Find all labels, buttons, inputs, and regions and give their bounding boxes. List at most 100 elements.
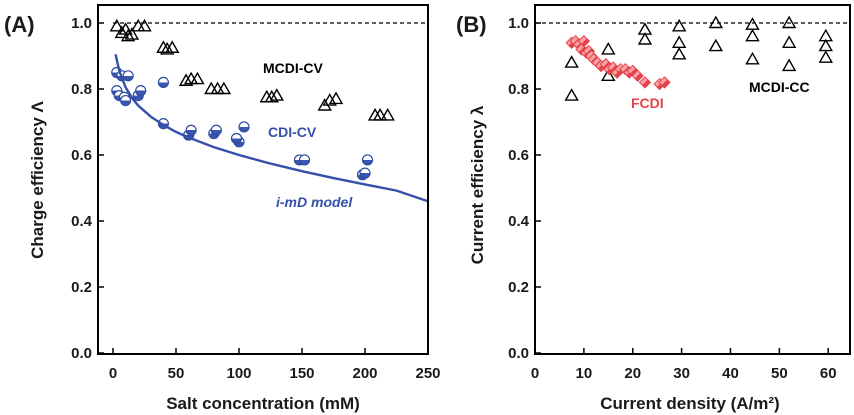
y-axis-title-a: Charge efficiency Λ [28,100,47,258]
point-fcdi [577,34,591,48]
ticks-b: 0 10 20 30 40 50 60 0.0 0.2 0.4 0.6 0.8 1.0 [508,15,836,382]
x-axis-title-b: Current density (A/m²) [600,394,779,413]
x-tick-label-b: 50 [771,365,788,382]
annotation-mcdi-cv: MCDI-CV [263,60,324,76]
x-axis-title-a: Salt concentration (mM) [166,394,360,413]
x-tick-label-a: 0 [109,365,117,382]
y-tick-label-a: 0.4 [71,213,93,230]
point-cdi-cv [157,76,169,89]
plot-frame-b [534,4,851,355]
x-tick-label-b: 0 [531,365,539,382]
annotation-mcdi-cc: MCDI-CC [749,79,810,95]
point-cdi-cv [359,167,371,179]
point-mcdi-cv [210,81,225,95]
point-mcdi-cc [745,51,760,65]
point-mcdi-cv [165,40,180,53]
annotation-fcdi: FCDI [631,95,664,111]
point-mcdi-cc [671,18,687,32]
point-fcdi [658,76,671,89]
point-mcdi-cv [372,107,388,121]
point-mcdi-cv [269,88,285,101]
panel-a: (A) 0 50 100 150 200 250 0.0 0.2 0.4 0.6 0.8 1.0 Sa… [4,4,441,413]
y-tick-label-b: 0.0 [508,345,529,362]
point-mcdi-cc [637,32,653,45]
point-fcdi [631,69,644,83]
panel-b: (B) 0 10 20 30 40 50 60 0.0 0.2 0.4 0.6 0.8 1.0 Curr… [456,4,851,413]
y-tick-label-b: 1.0 [508,15,529,32]
x-tick-label-a: 200 [352,365,377,382]
point-mcdi-cv [178,73,194,86]
y-tick-label-a: 0.2 [71,279,92,296]
point-mcdi-cv [190,71,205,85]
point-mcdi-cc [781,58,797,72]
y-tick-label-a: 1.0 [71,15,92,32]
point-cdi-cv [238,121,250,133]
panel-label-b: (B) [456,12,487,37]
point-cdi-cv [361,154,374,166]
point-mcdi-cc [671,46,687,60]
x-tick-label-b: 40 [722,365,739,382]
y-tick-label-b: 0.6 [508,147,529,164]
point-mcdi-cc [745,17,760,30]
y-axis-title-b: Current efficiency λ [468,105,487,264]
x-axis-title-b-text: Current density (A/m²) [600,394,779,413]
point-mcdi-cc [818,38,833,52]
series-line-i-md-model [114,54,429,203]
point-mcdi-cc [708,15,724,29]
series-b [564,15,833,101]
x-tick-label-b: 20 [624,365,641,382]
plot-frame-a [97,4,429,355]
point-mcdi-cc [564,55,579,68]
point-cdi-cv [185,124,197,136]
point-mcdi-cc [601,41,616,55]
point-cdi-cv [119,94,132,107]
point-mcdi-cv [216,81,232,95]
point-cdi-cv [230,132,243,145]
y-tick-label-b: 0.8 [508,81,529,98]
annotation-cdi-cv: CDI-CV [268,124,317,140]
point-cdi-cv [210,124,222,136]
x-tick-label-a: 50 [168,365,185,382]
point-mcdi-cv [159,41,175,55]
point-mcdi-cc [745,28,760,42]
point-mcdi-cv [264,89,279,103]
x-tick-label-a: 150 [289,365,314,382]
point-mcdi-cc [781,35,797,48]
point-mcdi-cc [708,38,724,52]
point-mcdi-cc [564,88,579,101]
point-mcdi-cv [328,91,344,105]
point-mcdi-cv [120,28,136,42]
ticks-a: 0 50 100 150 200 250 0.0 0.2 0.4 0.6 0.8 1.0 [71,15,440,382]
point-mcdi-cv [380,107,395,121]
y-tick-label-b: 0.4 [508,213,530,230]
x-tick-label-b: 10 [576,365,593,382]
point-mcdi-cv [156,40,171,53]
x-tick-label-a: 250 [415,365,440,382]
point-fcdi [638,76,652,89]
point-cdi-cv [298,154,311,166]
point-mcdi-cv [204,81,219,95]
point-mcdi-cv [124,27,140,40]
point-mcdi-cv [114,25,130,39]
point-mcdi-cc [818,50,833,63]
x-tick-label-a: 100 [226,365,251,382]
point-mcdi-cc [781,15,797,29]
x-tick-label-b: 60 [820,365,837,382]
point-mcdi-cv [130,18,146,32]
y-tick-label-a: 0.6 [71,147,92,164]
panel-label-a: (A) [4,12,35,37]
y-tick-label-a: 0.8 [71,81,92,98]
x-tick-label-b: 30 [673,365,690,382]
point-mcdi-cv [137,18,152,32]
point-mcdi-cc [671,35,687,48]
point-cdi-cv [135,85,147,97]
annotation-imd-model: i-mD model [276,194,353,210]
y-tick-label-b: 0.2 [508,279,529,296]
y-tick-label-a: 0.0 [71,345,92,362]
series-a [109,18,429,203]
point-cdi-cv [122,70,134,82]
point-mcdi-cc [601,68,616,82]
point-mcdi-cv [109,18,124,32]
point-mcdi-cv [183,71,199,85]
